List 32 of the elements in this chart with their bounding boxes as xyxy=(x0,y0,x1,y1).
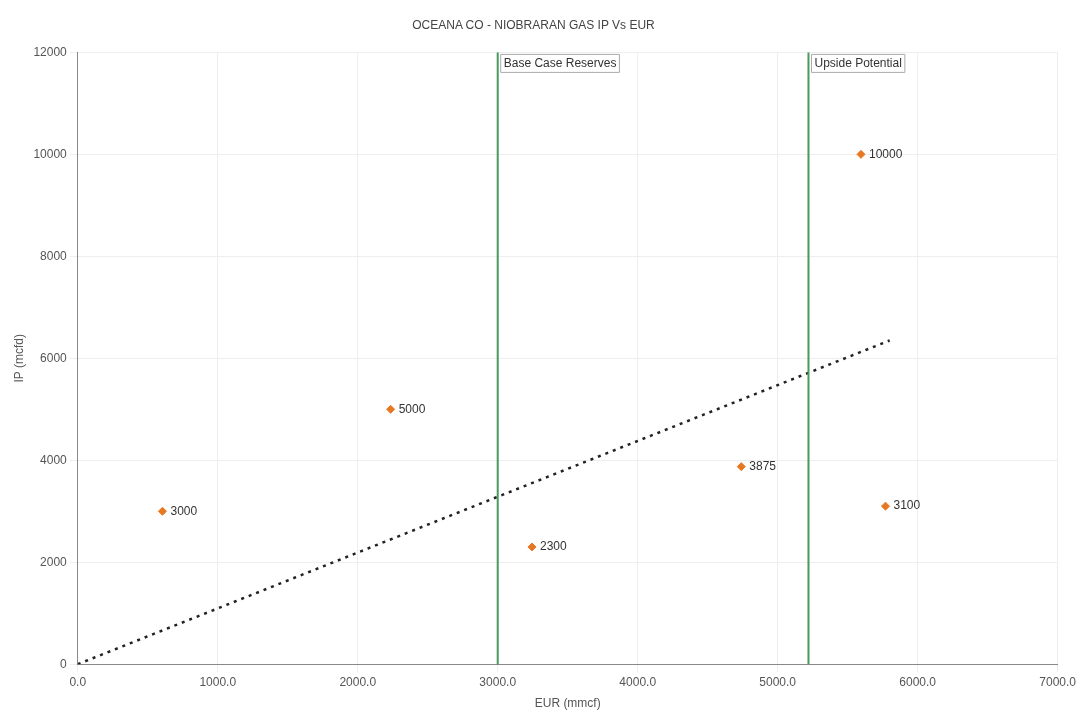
data-label: 3100 xyxy=(893,498,921,513)
point xyxy=(880,501,890,511)
data-label: 5000 xyxy=(398,401,426,416)
y-tick-label: 10000 xyxy=(33,146,68,161)
x-tick-label: 0.0 xyxy=(69,674,87,689)
y-tick-label: 4000 xyxy=(40,452,68,467)
point xyxy=(856,149,866,159)
x-tick-label: 2000.0 xyxy=(339,674,377,689)
x-tick-label: 7000.0 xyxy=(1039,674,1077,689)
data-label: 10000 xyxy=(868,146,903,161)
data-label: 3875 xyxy=(749,458,777,473)
y-tick-label: 8000 xyxy=(40,248,68,263)
x-axis-title: EUR (mmcf) xyxy=(534,696,601,711)
data-label: 3000 xyxy=(170,503,198,518)
data-label: 2300 xyxy=(540,539,568,554)
point xyxy=(736,462,746,472)
y-tick-label: 2000 xyxy=(40,554,68,569)
chart-title: OCEANA CO - NIOBRARAN GAS IP Vs EUR xyxy=(412,17,656,32)
x-tick-label: 5000.0 xyxy=(759,674,797,689)
point xyxy=(386,404,396,414)
ref-line-label: Base Case Reserves xyxy=(503,55,617,70)
x-tick-label: 1000.0 xyxy=(199,674,237,689)
y-axis-title: IP (mcfd) xyxy=(11,334,26,383)
y-tick-label: 6000 xyxy=(40,350,68,365)
point xyxy=(527,542,537,552)
point xyxy=(157,506,167,516)
x-tick-label: 6000.0 xyxy=(899,674,937,689)
y-tick-label: 12000 xyxy=(33,44,68,59)
x-tick-label: 3000.0 xyxy=(479,674,517,689)
y-tick-label: 0 xyxy=(60,656,68,671)
ref-line-label: Upside Potential xyxy=(814,55,902,70)
x-tick-label: 4000.0 xyxy=(619,674,657,689)
